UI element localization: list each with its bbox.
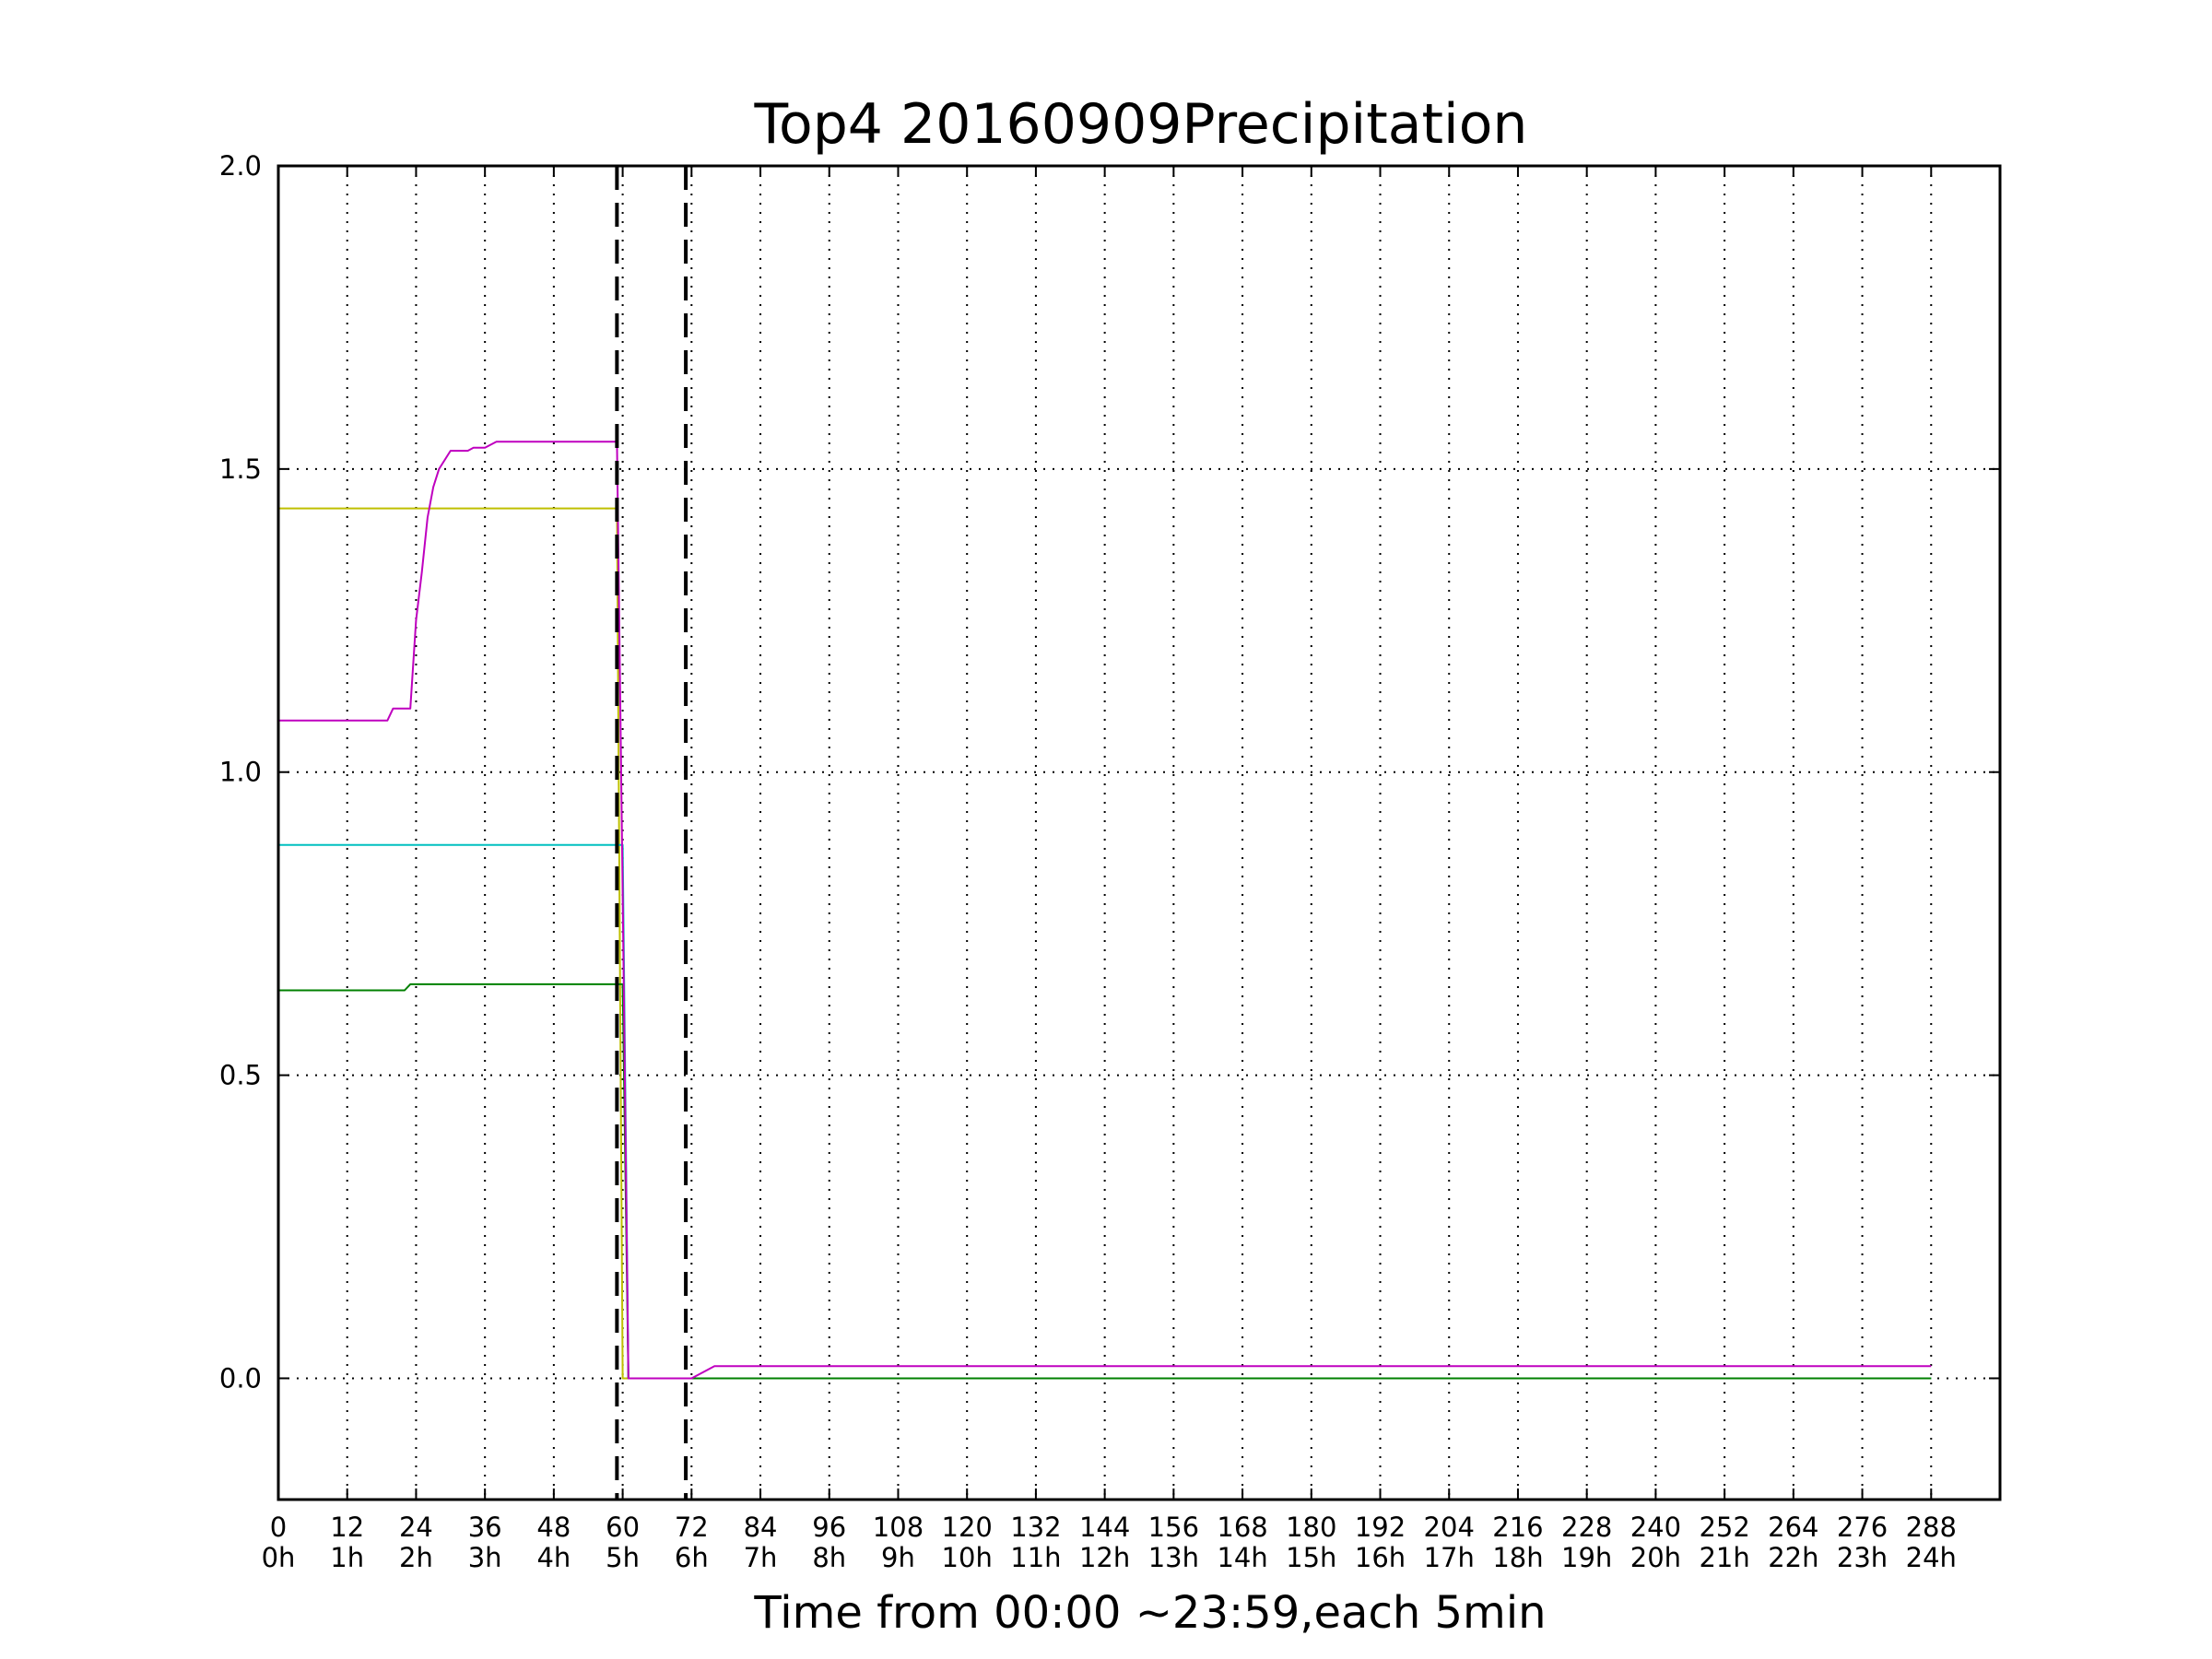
x-tick-sublabel: 0h — [262, 1542, 296, 1573]
y-tick-label: 0.5 — [219, 1060, 262, 1091]
plot-area-frame — [276, 164, 2002, 1501]
x-tick-label: 36 — [468, 1512, 502, 1543]
x-tick-sublabel: 16h — [1355, 1542, 1406, 1573]
y-tick-label: 0.0 — [219, 1362, 262, 1394]
x-tick-label: 192 — [1355, 1512, 1406, 1543]
x-tick-label: 24 — [399, 1512, 433, 1543]
x-tick-sublabel: 19h — [1561, 1542, 1612, 1573]
x-tick-label: 288 — [1906, 1512, 1957, 1543]
x-tick-label: 12 — [330, 1512, 364, 1543]
x-tick-label: 60 — [606, 1512, 640, 1543]
x-tick-label: 168 — [1217, 1512, 1267, 1543]
x-tick-label: 84 — [744, 1512, 778, 1543]
x-tick-sublabel: 4h — [536, 1542, 571, 1573]
x-tick-sublabel: 6h — [675, 1542, 709, 1573]
x-tick-sublabel: 17h — [1424, 1542, 1475, 1573]
x-tick-label: 144 — [1079, 1512, 1130, 1543]
x-tick-label: 276 — [1837, 1512, 1888, 1543]
x-tick-label: 228 — [1561, 1512, 1612, 1543]
x-tick-sublabel: 11h — [1010, 1542, 1061, 1573]
x-tick-sublabel: 24h — [1906, 1542, 1957, 1573]
x-tick-sublabel: 5h — [606, 1542, 640, 1573]
x-tick-sublabel: 1h — [330, 1542, 364, 1573]
x-tick-label: 156 — [1148, 1512, 1199, 1543]
x-tick-sublabel: 3h — [468, 1542, 502, 1573]
x-tick-label: 72 — [675, 1512, 709, 1543]
x-tick-label: 120 — [942, 1512, 993, 1543]
x-tick-label: 48 — [536, 1512, 571, 1543]
chart-title: Top4 20160909Precipitation — [754, 92, 1528, 157]
x-tick-sublabel: 8h — [812, 1542, 846, 1573]
x-tick-sublabel: 15h — [1286, 1542, 1336, 1573]
y-tick-label: 1.0 — [219, 757, 262, 788]
y-tick-label: 1.5 — [219, 453, 262, 485]
x-tick-label: 264 — [1768, 1512, 1818, 1543]
x-tick-sublabel: 10h — [942, 1542, 993, 1573]
series-group — [278, 441, 1932, 1380]
reference-lines — [615, 166, 688, 1500]
x-tick-label: 240 — [1630, 1512, 1681, 1543]
x-tick-sublabel: 14h — [1217, 1542, 1267, 1573]
x-tick-sublabel: 23h — [1837, 1542, 1888, 1573]
x-tick-label: 216 — [1492, 1512, 1543, 1543]
x-tick-label: 96 — [812, 1512, 846, 1543]
x-tick-label: 0 — [270, 1512, 287, 1543]
x-tick-label: 204 — [1424, 1512, 1475, 1543]
x-tick-label: 132 — [1010, 1512, 1061, 1543]
x-tick-sublabel: 7h — [744, 1542, 778, 1573]
y-tick-label: 2.0 — [219, 150, 262, 182]
x-tick-sublabel: 20h — [1630, 1542, 1681, 1573]
x-axis-label: Time from 00:00 ~23:59,each 5min — [753, 1587, 1546, 1639]
x-tick-sublabel: 21h — [1699, 1542, 1749, 1573]
x-tick-label: 180 — [1286, 1512, 1336, 1543]
x-tick-sublabel: 18h — [1492, 1542, 1543, 1573]
x-tick-sublabel: 22h — [1768, 1542, 1818, 1573]
x-tick-sublabel: 12h — [1079, 1542, 1130, 1573]
x-tick-sublabel: 2h — [399, 1542, 433, 1573]
series-line-4 — [278, 441, 1932, 1380]
x-tick-label: 252 — [1699, 1512, 1749, 1543]
x-tick-sublabel: 9h — [881, 1542, 915, 1573]
x-tick-sublabel: 13h — [1148, 1542, 1199, 1573]
x-tick-label: 108 — [873, 1512, 924, 1543]
